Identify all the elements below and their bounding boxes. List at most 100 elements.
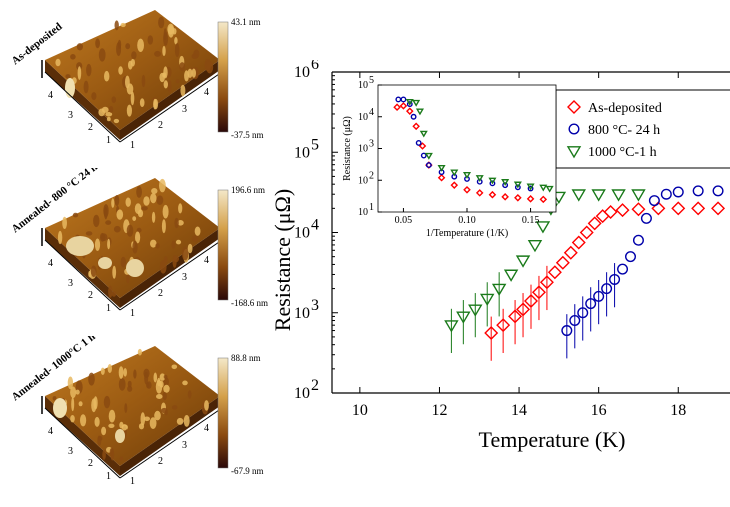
afm-grain: [147, 35, 154, 45]
afm-colorbar-max: 43.1 nm: [231, 17, 261, 27]
data-point: [563, 245, 578, 260]
inset-y-tick-exponent: 4: [369, 107, 374, 118]
inset-data-point: [527, 185, 534, 192]
afm-grain: [94, 238, 101, 251]
afm-grain: [93, 396, 98, 410]
data-point: [617, 263, 629, 275]
afm-grain: [176, 417, 184, 425]
afm-axis-tick-label: 2: [88, 122, 93, 133]
afm-grain: [191, 53, 199, 59]
afm-grain: [76, 43, 83, 51]
inset-data-point: [501, 179, 510, 186]
inset-data-point: [489, 180, 496, 187]
data-point: [456, 311, 471, 324]
afm-grain: [183, 415, 190, 427]
afm-grain: [126, 104, 132, 117]
inset-data-point: [450, 169, 459, 177]
legend-label: As-deposited: [588, 101, 662, 116]
data-point: [531, 285, 546, 300]
afm-grain: [108, 106, 114, 113]
data-point: [692, 185, 704, 197]
afm-grain: [191, 235, 199, 242]
data-point: [672, 186, 684, 198]
afm-grain: [206, 60, 214, 74]
afm-colorbar: [217, 357, 229, 469]
data-point: [577, 307, 589, 319]
inset-data-point: [488, 177, 497, 185]
afm-grain: [136, 186, 143, 198]
afm-grain: [131, 51, 137, 60]
afm-grain: [127, 380, 132, 388]
afm-grain: [112, 265, 117, 279]
data-point: [496, 318, 511, 333]
y-tick-label: 10: [294, 385, 310, 402]
inset-series-2: [405, 98, 554, 193]
afm-surface: [45, 178, 220, 298]
afm-axis-tick-label: 3: [68, 446, 73, 457]
afm-grain: [160, 407, 168, 414]
data-point: [555, 255, 570, 270]
afm-axis-tick-label: 2: [88, 290, 93, 301]
inset-x-tick-label: 0.15: [522, 215, 540, 226]
afm-grain: [163, 80, 168, 89]
inset-data-point: [425, 162, 432, 169]
afm-grain: [140, 412, 146, 426]
inset-y-axis-title: Resistance (μΩ): [342, 116, 353, 181]
x-tick-label: 16: [591, 402, 607, 419]
afm-grain: [187, 390, 192, 399]
afm-grain: [162, 72, 167, 78]
afm-grain: [128, 60, 133, 70]
afm-grain: [153, 98, 157, 110]
afm-grain: [101, 426, 107, 436]
afm-axis-tick-label: 1: [106, 135, 111, 146]
afm-grain: [105, 220, 112, 225]
afm-grain: [127, 385, 133, 392]
afm-grain: [167, 80, 172, 93]
inset-y-tick-label: 10: [358, 144, 368, 155]
afm-grain: [136, 227, 142, 233]
afm-grain: [159, 260, 167, 274]
afm-grain: [137, 209, 144, 218]
afm-axis-tick-label: 2: [158, 120, 163, 131]
inset-y-tick-label: 10: [358, 207, 368, 218]
afm-surface-side-left: [45, 60, 120, 140]
afm-grain: [103, 204, 109, 218]
afm-grain: [111, 198, 115, 208]
afm-grain: [70, 386, 77, 399]
inset-data-point: [539, 195, 548, 204]
afm-grain: [70, 54, 76, 60]
inset-data-point: [393, 103, 401, 111]
inset-x-tick-label: 0.05: [395, 215, 413, 226]
afm-grain: [125, 75, 130, 89]
inset-data-point: [406, 101, 413, 108]
x-tick-label: 18: [670, 402, 686, 419]
afm-large-grain: [126, 259, 144, 277]
afm-grain: [126, 224, 134, 237]
data-point: [591, 189, 606, 202]
y-tick-label: 10: [294, 305, 310, 322]
afm-grain: [94, 416, 100, 427]
afm-grain: [163, 384, 170, 393]
afm-colorbar-min: -168.6 nm: [231, 298, 268, 308]
afm-grain: [99, 232, 106, 242]
afm-grain: [155, 243, 160, 249]
inset-data-point: [462, 171, 472, 179]
afm-axis-line: [44, 407, 121, 479]
afm-grain: [109, 448, 114, 457]
afm-surface-side-right: [120, 228, 220, 308]
afm-grain: [141, 206, 148, 211]
afm-axis-tick-label: 4: [48, 258, 53, 269]
inset-data-point: [415, 139, 422, 146]
afm-grain: [135, 231, 141, 244]
afm-axis-tick-label: 3: [68, 278, 73, 289]
afm-surface-side-right: [120, 396, 220, 476]
afm-grain: [133, 369, 137, 379]
x-axis-title: Temperature (K): [479, 427, 626, 452]
afm-grain: [106, 116, 111, 122]
afm-grain: [125, 43, 131, 50]
afm-grain: [103, 395, 111, 409]
inset-data-point: [488, 190, 497, 199]
